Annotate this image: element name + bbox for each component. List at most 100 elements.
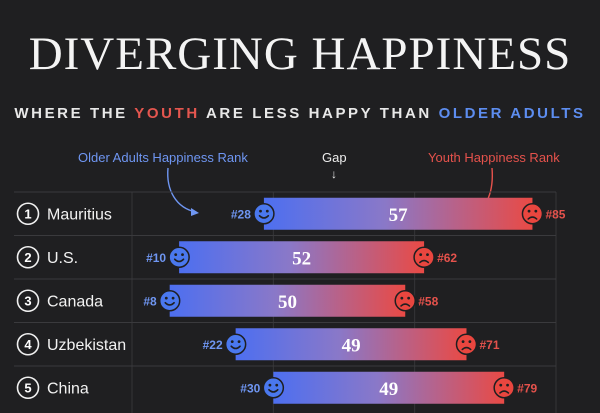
happy-face-icon-mouth bbox=[230, 345, 241, 350]
rank-badge bbox=[16, 245, 40, 269]
happy-face-icon bbox=[262, 377, 285, 399]
happy-face-icon-eye-right bbox=[171, 296, 175, 300]
legend-youth: Youth Happiness Rank bbox=[428, 150, 560, 165]
sad-face-icon-eye-right bbox=[506, 383, 509, 387]
sad-face-icon-mouth bbox=[419, 259, 430, 264]
rank-badge bbox=[16, 332, 40, 356]
sad-face-icon-mouth bbox=[527, 216, 538, 220]
sad-face-icon-eye-left bbox=[461, 340, 465, 344]
happy-face-icon-circle bbox=[262, 377, 285, 399]
older-rank-label: #10 bbox=[146, 251, 166, 265]
rank-number: 3 bbox=[24, 294, 31, 309]
happy-face-icon-eye-left bbox=[174, 253, 178, 257]
sad-face-icon-eye-right bbox=[407, 296, 411, 300]
sad-face-icon-circle bbox=[455, 333, 478, 355]
chart-subtitle: WHERE THE YOUTH ARE LESS HAPPY THAN OLDE… bbox=[0, 104, 600, 124]
happy-face-icon-circle bbox=[224, 333, 247, 355]
happy-face-icon-mouth bbox=[268, 388, 279, 393]
happy-face-icon bbox=[224, 333, 247, 355]
sad-face-icon-circle bbox=[394, 290, 416, 312]
happy-face-icon-eye-left bbox=[259, 209, 262, 213]
older-rank-label: #30 bbox=[240, 381, 260, 395]
legend-older-arrowhead-icon bbox=[191, 208, 199, 216]
rank-number: 1 bbox=[24, 207, 31, 222]
rank-badge bbox=[16, 376, 40, 400]
happy-face-icon-eye-left bbox=[164, 296, 168, 300]
youth-rank-label: #79 bbox=[517, 381, 537, 395]
country-label: Uzbekistan bbox=[47, 337, 126, 354]
sad-face-icon bbox=[493, 377, 515, 399]
youth-rank-label: #85 bbox=[545, 207, 565, 221]
happy-face-icon-eye-right bbox=[265, 209, 269, 213]
sad-face-icon-circle bbox=[521, 203, 544, 225]
country-label: China bbox=[47, 380, 89, 397]
gap-value: 50 bbox=[278, 292, 297, 313]
happy-face-icon-eye-right bbox=[237, 340, 241, 344]
sad-face-icon bbox=[413, 246, 435, 268]
happy-face-icon-eye-left bbox=[268, 383, 272, 387]
chart-title: DIVERGING HAPPINESS bbox=[28, 28, 572, 80]
country-label: Canada bbox=[47, 293, 103, 310]
rank-number: 2 bbox=[24, 250, 31, 265]
chart-row: 3 Canada 50 #8 #58 bbox=[14, 278, 556, 317]
subtitle-youth: YOUTH bbox=[134, 105, 200, 122]
happy-face-icon bbox=[158, 290, 181, 312]
sad-face-icon-mouth bbox=[461, 346, 472, 351]
gap-bar bbox=[263, 197, 533, 230]
chart-row: 2 U.S. 52 #10 #62 bbox=[14, 235, 556, 274]
legend-older-adults: Older Adults Happiness Rank bbox=[78, 150, 248, 165]
gap-value: 57 bbox=[389, 205, 409, 226]
gap-down-arrow-icon: ↓ bbox=[331, 167, 337, 181]
subtitle-part-1: WHERE THE bbox=[14, 105, 135, 122]
youth-rank-label: #58 bbox=[418, 294, 438, 308]
legend-older-arrow-icon bbox=[167, 167, 197, 213]
happy-face-icon-circle bbox=[168, 246, 190, 268]
sad-face-icon-eye-left bbox=[499, 383, 503, 387]
chart-row: 5 China 49 #30 #79 bbox=[14, 365, 556, 404]
gap-bar bbox=[179, 241, 425, 274]
chart-row: 4 Uzbekistan 49 #22 #71 bbox=[14, 322, 556, 361]
sad-face-icon-eye-left bbox=[527, 209, 531, 213]
sad-face-icon bbox=[394, 290, 416, 312]
gap-bar bbox=[235, 328, 467, 361]
gap-bar bbox=[169, 284, 406, 317]
subtitle-part-2: ARE LESS HAPPY THAN bbox=[199, 105, 439, 122]
gap-bar bbox=[273, 371, 505, 404]
happy-face-icon-eye-right bbox=[275, 383, 279, 387]
rank-badge bbox=[16, 202, 40, 226]
gap-value: 49 bbox=[342, 335, 361, 356]
sad-face-icon-mouth bbox=[400, 303, 411, 307]
happy-face-icon bbox=[253, 203, 275, 225]
happy-face-icon-eye-right bbox=[181, 253, 184, 257]
happy-face-icon-mouth bbox=[173, 258, 185, 263]
sad-face-icon-eye-left bbox=[400, 296, 404, 300]
country-label: U.S. bbox=[47, 250, 78, 267]
sad-face-icon-eye-right bbox=[426, 253, 429, 257]
chart-row: 1 Mauritius 57 #28 #85 bbox=[14, 191, 566, 230]
rank-number: 5 bbox=[24, 381, 31, 396]
rank-badge bbox=[16, 289, 40, 313]
happy-face-icon bbox=[168, 246, 190, 268]
gap-value: 49 bbox=[379, 379, 398, 400]
youth-rank-label: #71 bbox=[479, 338, 499, 352]
happy-face-icon-circle bbox=[158, 290, 181, 312]
sad-face-icon-eye-right bbox=[534, 209, 538, 213]
happy-face-icon-mouth bbox=[258, 214, 270, 219]
sad-face-icon bbox=[521, 203, 544, 225]
sad-face-icon-circle bbox=[413, 246, 435, 268]
older-rank-label: #8 bbox=[143, 294, 157, 308]
happy-face-icon-eye-left bbox=[230, 340, 234, 344]
legend-gap: Gap bbox=[322, 150, 347, 165]
sad-face-icon bbox=[455, 333, 478, 355]
gap-value: 52 bbox=[292, 248, 311, 269]
sad-face-icon-mouth bbox=[499, 390, 510, 394]
sad-face-icon-eye-left bbox=[419, 253, 423, 257]
country-label: Mauritius bbox=[47, 206, 112, 223]
older-rank-label: #22 bbox=[203, 338, 223, 352]
happy-face-icon-mouth bbox=[164, 301, 175, 306]
sad-face-icon-circle bbox=[493, 377, 515, 399]
rank-number: 4 bbox=[24, 337, 32, 352]
older-rank-label: #28 bbox=[231, 207, 251, 221]
happy-face-icon-circle bbox=[253, 203, 275, 225]
